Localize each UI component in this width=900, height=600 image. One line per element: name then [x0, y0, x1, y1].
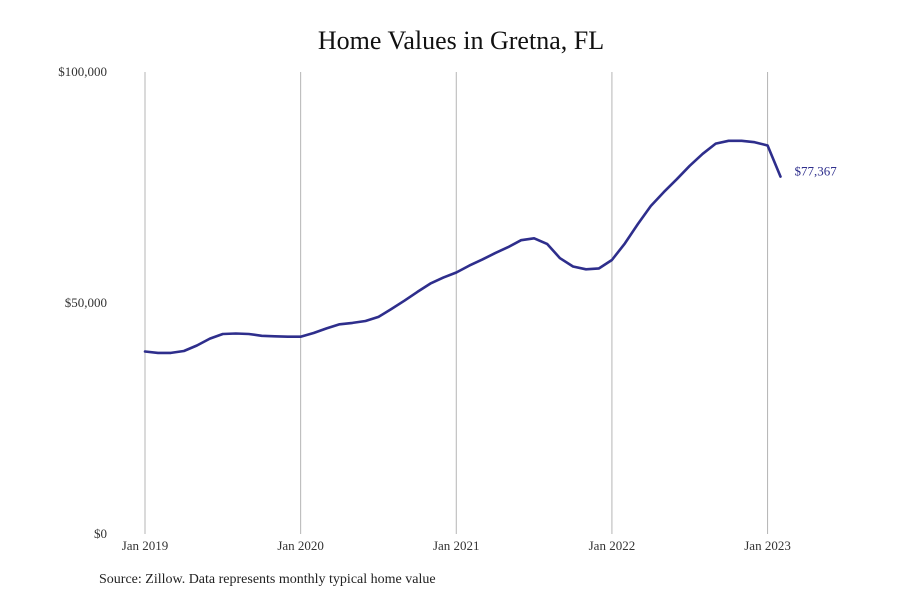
y-tick-label: $100,000 — [58, 64, 107, 79]
y-axis-ticks: $0 $50,000 $100,000 — [58, 64, 107, 541]
x-axis-ticks: Jan 2019 Jan 2020 Jan 2021 Jan 2022 Jan 2023 — [122, 538, 791, 553]
x-tick-label: Jan 2022 — [589, 538, 636, 553]
x-tick-label: Jan 2020 — [277, 538, 324, 553]
y-tick-label: $0 — [94, 526, 107, 541]
chart-source-note: Source: Zillow. Data represents monthly … — [99, 572, 436, 587]
end-labels: $77,367 — [795, 164, 838, 179]
x-tick-label: Jan 2021 — [433, 538, 480, 553]
x-tick-label: Jan 2023 — [744, 538, 791, 553]
chart-title: Home Values in Gretna, FL — [317, 26, 605, 55]
x-tick-label: Jan 2019 — [122, 538, 169, 553]
y-tick-label: $50,000 — [65, 295, 107, 310]
series — [143, 139, 782, 355]
series-line-0 — [143, 139, 782, 355]
end-value-label: $77,367 — [795, 164, 838, 179]
gridlines — [144, 72, 769, 534]
